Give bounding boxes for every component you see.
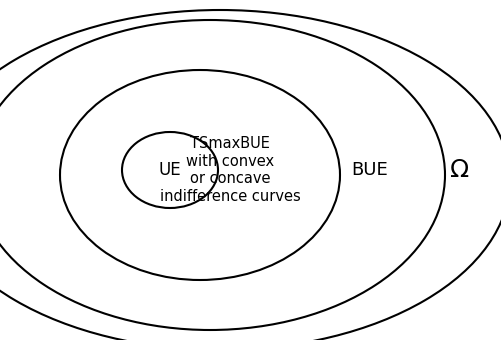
Text: BUE: BUE	[351, 161, 388, 179]
Text: Ω: Ω	[449, 158, 469, 182]
Text: UE: UE	[158, 161, 181, 179]
Text: TSmaxBUE
with convex
or concave
indifference curves: TSmaxBUE with convex or concave indiffer…	[159, 136, 300, 204]
